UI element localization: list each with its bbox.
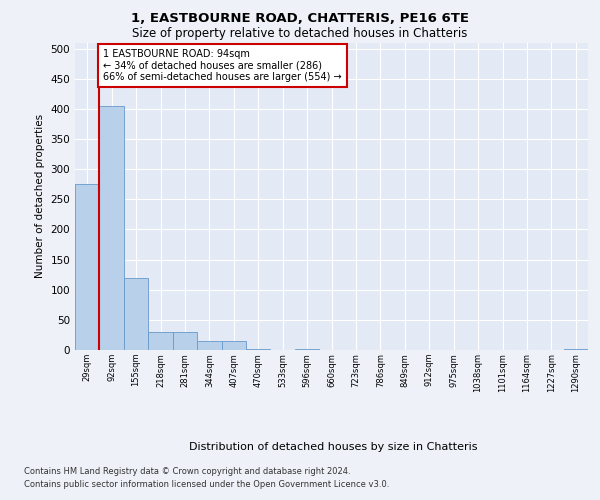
Bar [295,349,319,350]
Text: 1 EASTBOURNE ROAD: 94sqm
← 34% of detached houses are smaller (286)
66% of semi-: 1 EASTBOURNE ROAD: 94sqm ← 34% of detach… [103,48,342,82]
Y-axis label: Number of detached properties: Number of detached properties [35,114,45,278]
Text: Size of property relative to detached houses in Chatteris: Size of property relative to detached ho… [133,28,467,40]
Text: Contains HM Land Registry data © Crown copyright and database right 2024.: Contains HM Land Registry data © Crown c… [24,468,350,476]
Bar [124,278,148,350]
Bar [173,332,197,350]
Bar [221,341,246,350]
Text: Contains public sector information licensed under the Open Government Licence v3: Contains public sector information licen… [24,480,389,489]
Bar [563,349,588,350]
Bar [246,349,271,350]
Bar [148,332,173,350]
Text: Distribution of detached houses by size in Chatteris: Distribution of detached houses by size … [189,442,477,452]
Bar [100,106,124,350]
Text: 1, EASTBOURNE ROAD, CHATTERIS, PE16 6TE: 1, EASTBOURNE ROAD, CHATTERIS, PE16 6TE [131,12,469,26]
Bar [197,341,221,350]
Bar [75,184,100,350]
